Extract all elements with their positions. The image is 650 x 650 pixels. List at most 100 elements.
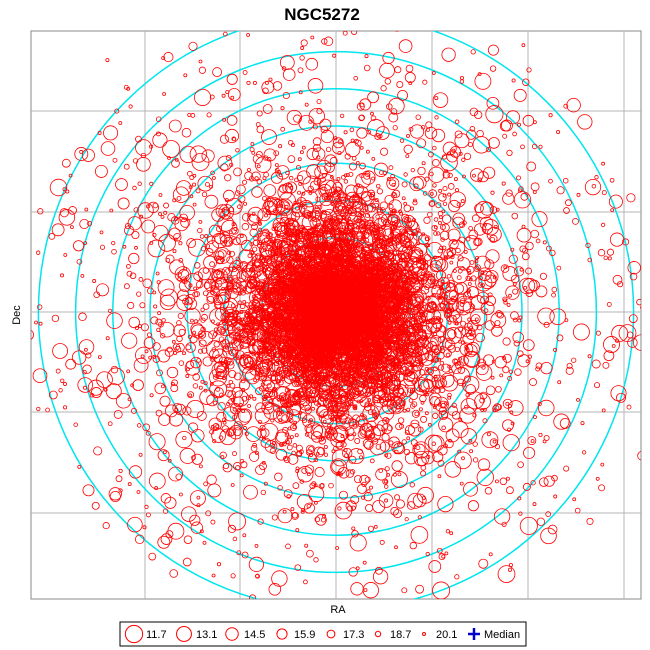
star-point: [222, 31, 228, 37]
star-point: [99, 230, 104, 235]
star-point: [135, 135, 142, 143]
star-point: [204, 181, 210, 187]
star-point: [447, 392, 452, 398]
star-point: [485, 270, 499, 284]
star-point: [197, 330, 207, 339]
star-point: [163, 52, 174, 63]
star-point: [60, 273, 64, 278]
star-point: [342, 448, 353, 459]
star-point: [51, 314, 60, 323]
star-point: [367, 91, 379, 104]
star-point: [251, 223, 258, 231]
star-point: [140, 354, 145, 359]
star-point: [443, 249, 454, 259]
star-point: [293, 114, 302, 123]
star-point: [275, 448, 288, 461]
star-point: [460, 428, 477, 445]
star-point: [287, 426, 292, 431]
star-point: [356, 183, 361, 188]
star-point: [301, 467, 308, 474]
star-point: [371, 437, 379, 445]
star-point: [422, 79, 428, 85]
star-point: [386, 472, 391, 477]
star-point: [300, 39, 308, 47]
star-point: [113, 409, 123, 419]
star-point: [448, 239, 459, 250]
star-point: [130, 383, 135, 388]
star-point: [218, 435, 224, 440]
star-point: [164, 496, 177, 509]
star-point: [475, 362, 489, 376]
star-point: [416, 138, 427, 149]
star-point: [429, 201, 435, 207]
star-point: [454, 281, 468, 295]
star-point: [118, 488, 123, 493]
star-point: [301, 614, 304, 617]
star-point: [397, 417, 405, 424]
star-point: [490, 375, 495, 380]
star-point: [474, 72, 492, 90]
star-point: [308, 446, 315, 453]
star-point: [388, 97, 405, 115]
star-point: [497, 565, 516, 583]
star-point: [358, 379, 376, 397]
star-point: [439, 245, 444, 251]
star-point: [266, 244, 272, 250]
star-point: [288, 418, 294, 423]
star-point: [165, 254, 175, 264]
star-point: [148, 552, 157, 561]
star-point: [313, 400, 319, 406]
chart-title: NGC5272: [284, 5, 360, 24]
star-point: [431, 71, 436, 75]
star-point: [477, 358, 487, 368]
star-point: [114, 108, 120, 114]
star-point: [303, 579, 308, 585]
star-point: [447, 320, 452, 325]
star-point: [467, 500, 479, 512]
star-point: [402, 408, 407, 413]
star-point: [268, 583, 282, 596]
star-point: [201, 149, 215, 163]
star-point: [629, 272, 638, 281]
star-point: [495, 385, 502, 393]
star-point: [440, 153, 458, 172]
star-point: [408, 398, 414, 403]
star-point: [165, 530, 174, 539]
star-point: [278, 173, 283, 178]
star-point: [380, 85, 387, 92]
star-point: [359, 455, 363, 460]
star-point: [340, 434, 345, 439]
star-point: [324, 154, 338, 167]
star-point: [538, 399, 555, 417]
star-point: [134, 245, 138, 250]
star-point: [202, 303, 210, 310]
star-point: [185, 294, 195, 304]
star-point: [290, 507, 295, 512]
star-point: [433, 332, 437, 337]
star-point: [305, 57, 319, 71]
star-point: [564, 199, 572, 207]
star-point: [225, 389, 233, 398]
star-point: [177, 289, 189, 302]
star-point: [412, 200, 418, 206]
star-point: [192, 202, 197, 207]
star-point: [266, 383, 272, 389]
star-point: [105, 58, 110, 63]
star-point: [93, 446, 103, 456]
star-point: [511, 212, 519, 220]
star-point: [295, 528, 300, 533]
star-point: [410, 526, 429, 544]
star-point: [155, 409, 163, 417]
star-point: [270, 418, 275, 423]
star-point: [482, 219, 499, 236]
star-point: [253, 236, 259, 242]
star-point: [155, 271, 160, 276]
star-point: [397, 379, 416, 397]
star-point: [189, 145, 207, 163]
star-point: [212, 438, 217, 444]
star-point: [442, 186, 448, 192]
star-point: [357, 429, 367, 439]
ring-5: [149, 125, 523, 499]
star-point: [209, 380, 228, 399]
star-point: [446, 273, 452, 279]
